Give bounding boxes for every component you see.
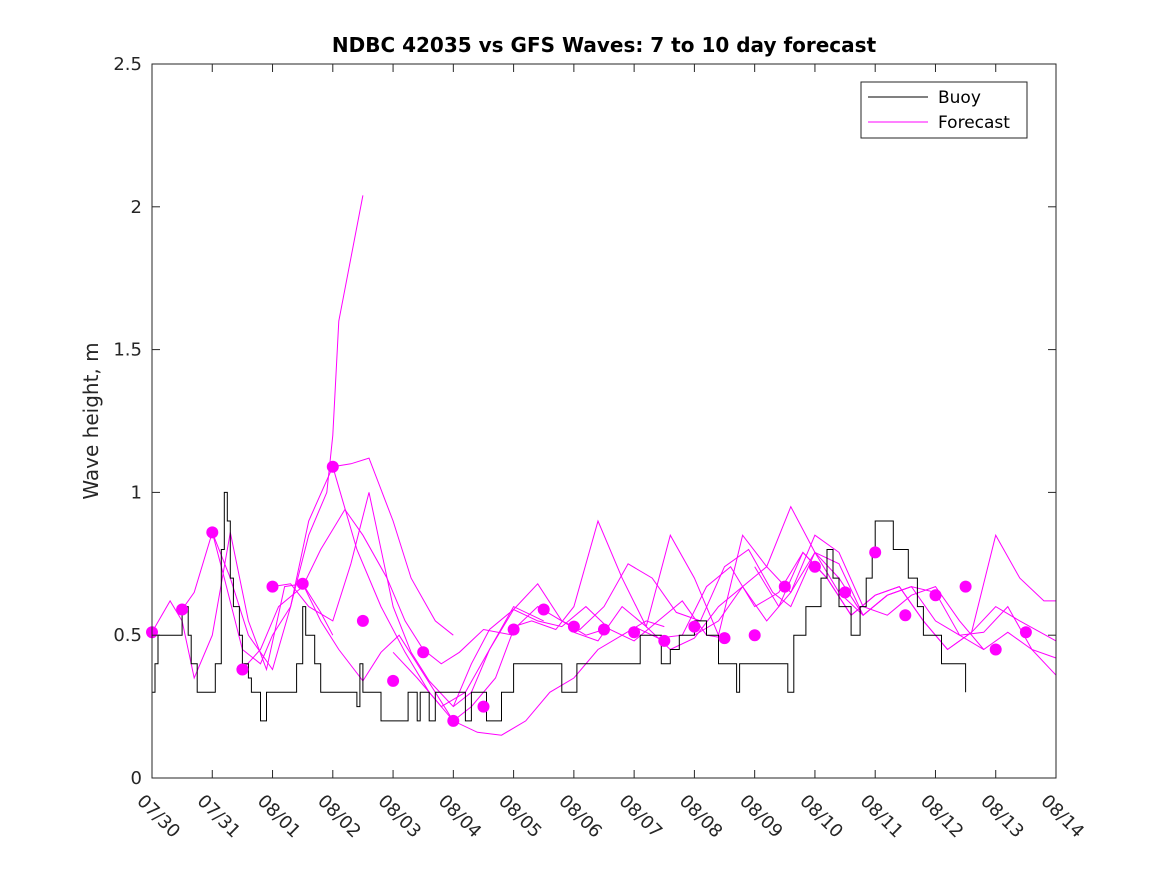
forecast-marker <box>296 577 309 590</box>
forecast-marker <box>808 560 821 573</box>
x-tick-label: 08/07 <box>615 791 667 843</box>
forecast-marker <box>567 620 580 633</box>
y-tick-label: 2 <box>131 197 142 218</box>
forecast-marker <box>537 603 550 616</box>
x-tick-label: 08/06 <box>554 791 606 843</box>
forecast-line-1 <box>181 195 364 665</box>
forecast-line-9 <box>513 505 888 637</box>
forecast-marker <box>387 674 400 687</box>
forecast-line-5 <box>302 583 605 722</box>
x-tick-label: 08/04 <box>434 791 486 843</box>
x-tick-label: 08/10 <box>795 791 847 843</box>
forecast-marker <box>417 646 430 659</box>
forecast-line-3 <box>242 508 514 670</box>
x-tick-label: 08/05 <box>494 791 546 843</box>
forecast-marker <box>959 580 972 593</box>
legend: Buoy Forecast <box>860 81 1028 139</box>
forecast-line-14 <box>814 551 1057 659</box>
y-tick-label: 1 <box>131 482 142 503</box>
forecast-marker <box>748 629 761 642</box>
x-tick-label: 08/02 <box>313 791 365 843</box>
x-tick-label: 08/03 <box>374 791 426 843</box>
y-tick-label: 1.5 <box>113 340 142 361</box>
y-tick-label: 0 <box>131 768 142 789</box>
plot-area <box>146 195 1057 736</box>
y-axis-label: Wave height, m <box>79 342 103 499</box>
forecast-line-6 <box>332 466 665 736</box>
forecast-marker <box>326 460 339 473</box>
x-tick-label: 07/30 <box>132 791 184 843</box>
x-tick-label: 08/14 <box>1036 791 1088 843</box>
forecast-line-7 <box>392 600 725 708</box>
forecast-line-8 <box>452 548 816 707</box>
y-tick-label: 2.5 <box>113 54 142 75</box>
x-tick-label: 08/12 <box>916 791 968 843</box>
x-tick-label: 08/01 <box>253 791 305 843</box>
x-tick-label: 08/09 <box>735 791 787 843</box>
forecast-marker <box>839 586 852 599</box>
forecast-marker <box>718 632 731 645</box>
legend-forecast-label: Forecast <box>938 113 1010 133</box>
forecast-marker <box>236 663 249 676</box>
forecast-marker <box>658 634 671 647</box>
forecast-line-13 <box>754 533 1056 651</box>
x-tick-label: 08/13 <box>976 791 1028 843</box>
forecast-marker <box>598 623 610 636</box>
forecast-marker <box>899 609 912 622</box>
forecast-line-12 <box>694 551 1057 676</box>
axes: 00.511.522.507/30 07/31 08/01 08/02 08/03 08/… <box>113 54 1088 842</box>
y-tick-label: 0.5 <box>113 625 142 646</box>
buoy-line <box>152 491 967 722</box>
forecast-marker <box>447 714 460 727</box>
forecast-line-4 <box>272 492 544 708</box>
forecast-marker <box>507 623 520 636</box>
x-tick-label: 08/11 <box>856 791 908 843</box>
forecast-marker <box>356 614 369 627</box>
forecast-marker <box>206 526 219 539</box>
forecast-marker <box>1019 626 1032 639</box>
forecast-marker <box>628 626 641 639</box>
forecast-marker <box>477 700 490 713</box>
forecast-marker <box>688 620 701 633</box>
forecast-marker <box>778 580 791 593</box>
x-tick-label: 07/31 <box>193 791 245 843</box>
legend-buoy-label: Buoy <box>938 88 981 108</box>
x-tick-label: 08/08 <box>675 791 727 843</box>
axes-box <box>151 63 1057 779</box>
forecast-marker <box>869 546 882 559</box>
forecast-marker <box>989 643 1002 656</box>
forecast-marker <box>929 589 942 602</box>
forecast-line-2 <box>211 457 454 671</box>
chart-title: NDBC 42035 vs GFS Waves: 7 to 10 day for… <box>332 33 877 57</box>
legend-box <box>860 81 1028 139</box>
forecast-marker <box>176 603 189 616</box>
forecast-marker <box>266 580 279 593</box>
